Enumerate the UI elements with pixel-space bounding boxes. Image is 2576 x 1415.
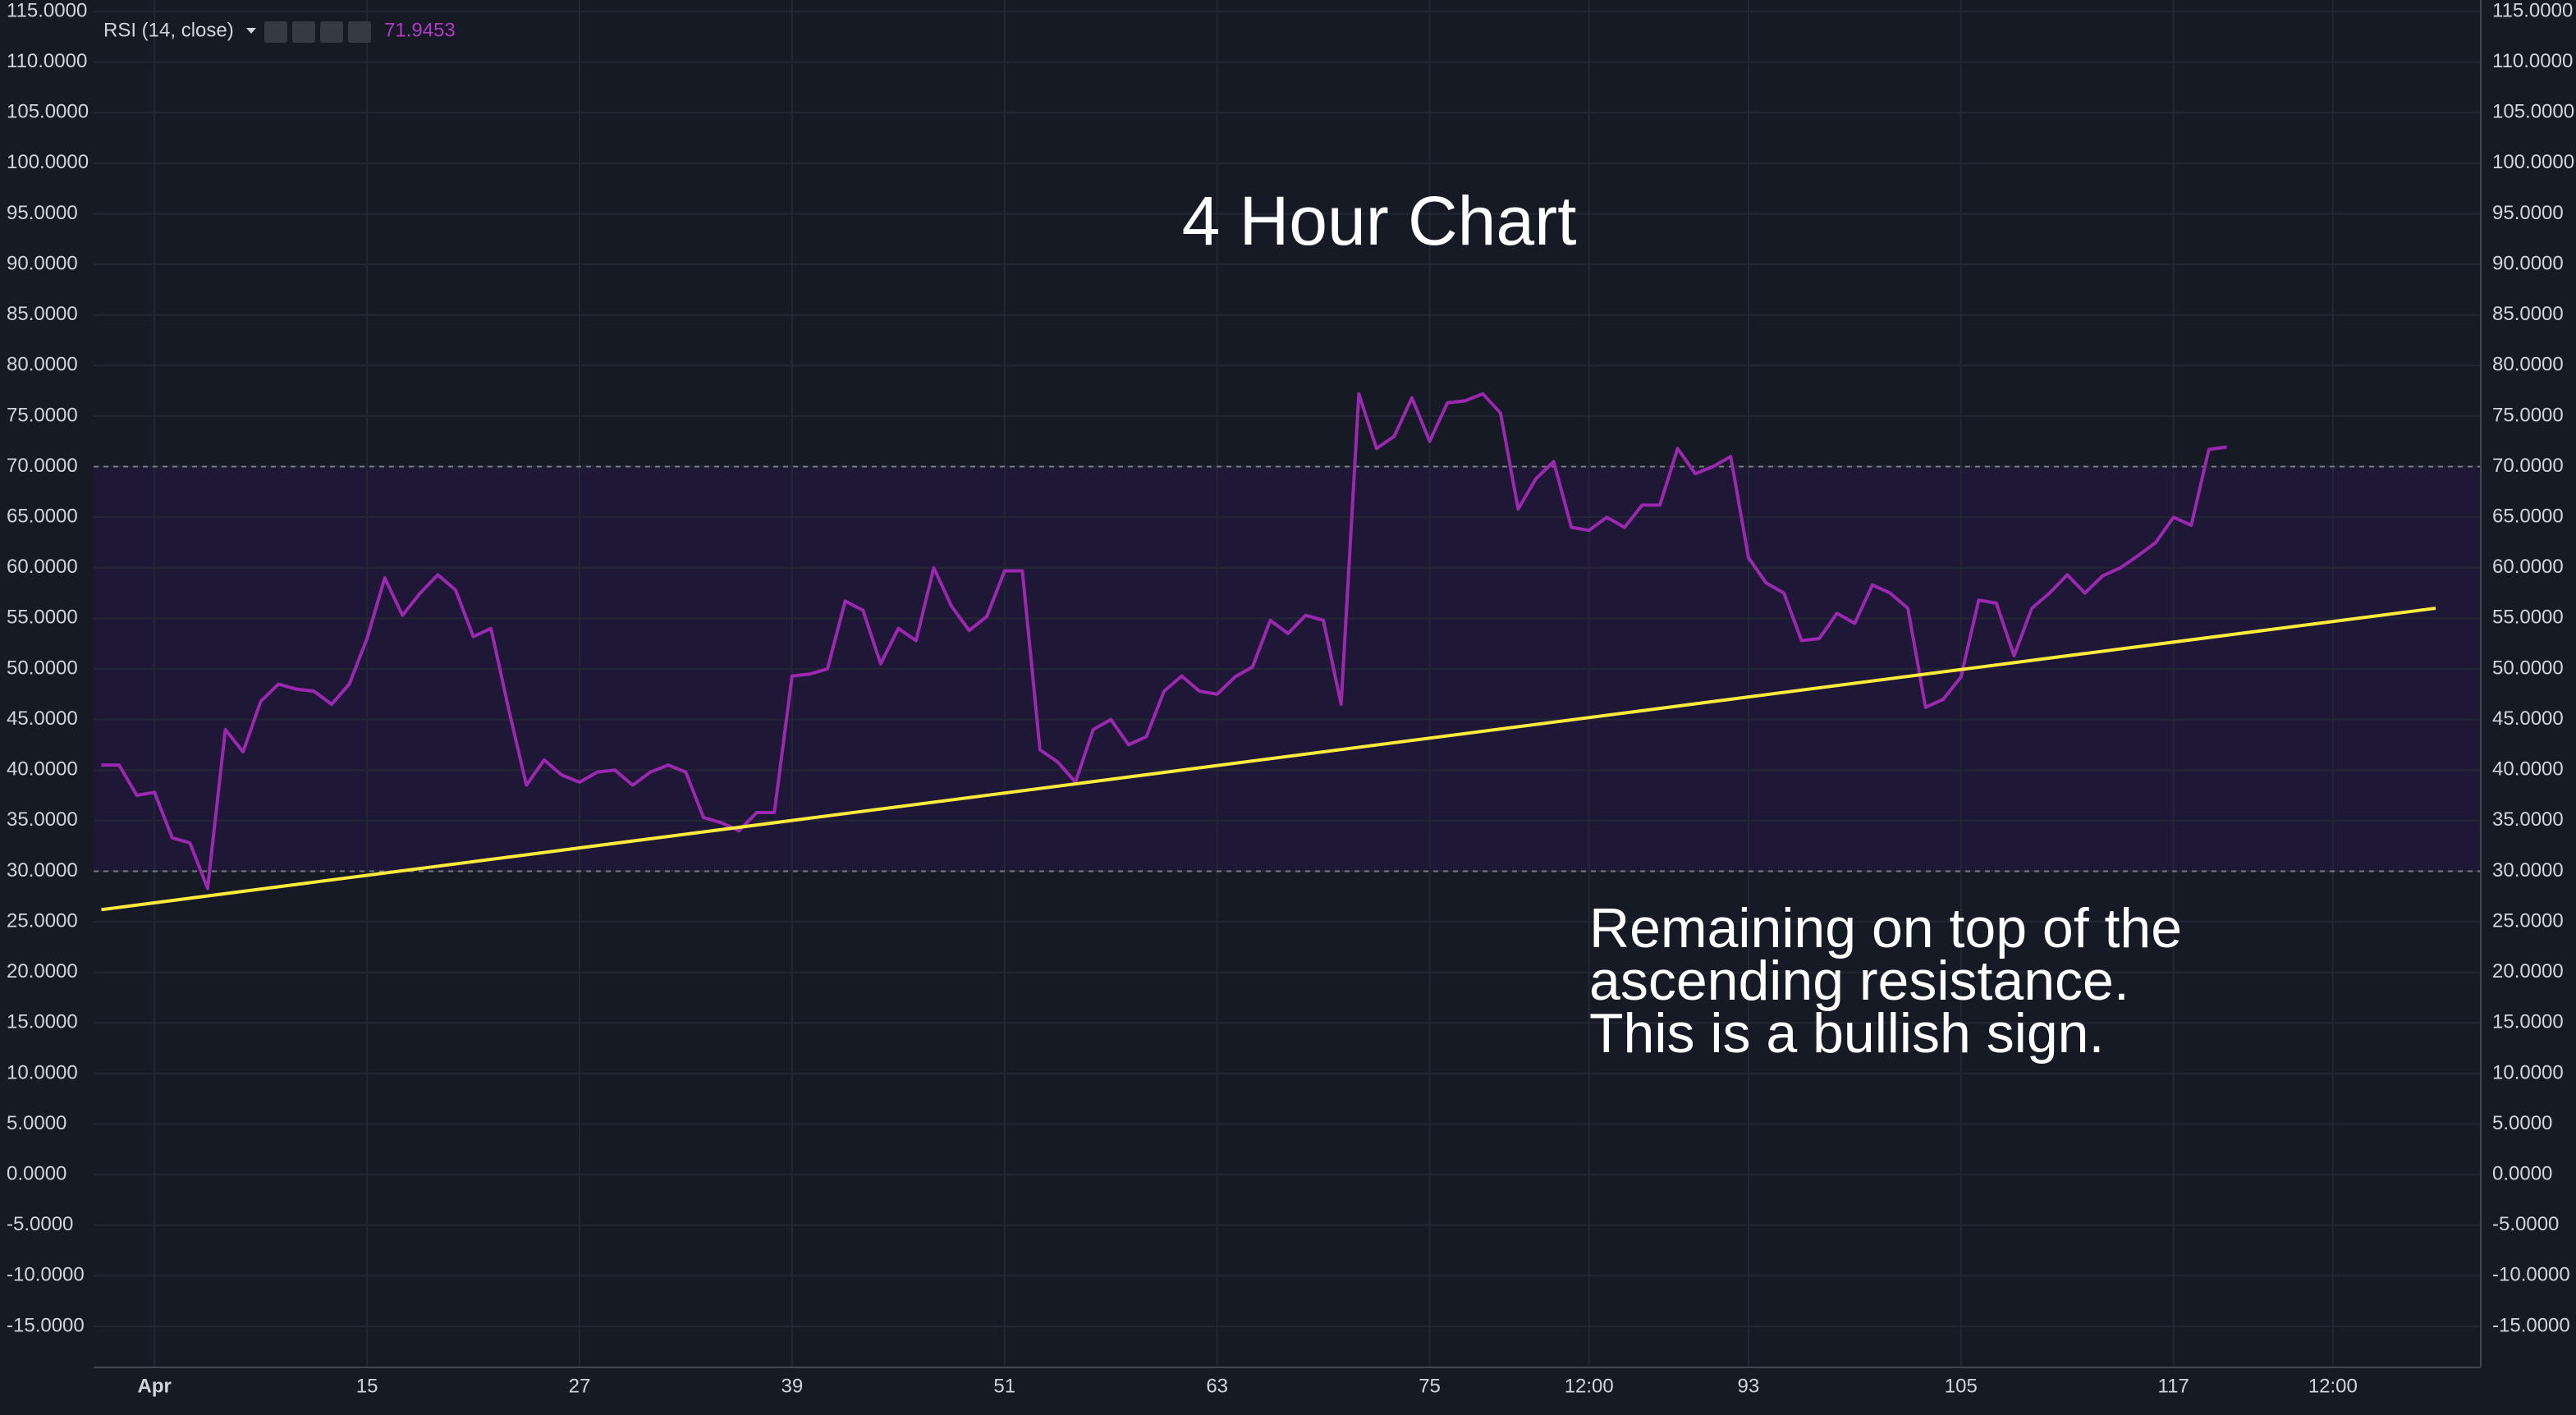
remove-button[interactable] bbox=[348, 21, 371, 43]
series-name: RSI (14, close) bbox=[103, 19, 234, 41]
x-tick-label: 63 bbox=[1206, 1375, 1228, 1397]
y-tick-label-right: -10.0000 bbox=[2492, 1264, 2570, 1286]
y-tick-label-right: 15.0000 bbox=[2492, 1011, 2564, 1033]
y-tick-label: 110.0000 bbox=[7, 50, 87, 72]
y-tick-label-right: -5.0000 bbox=[2492, 1213, 2559, 1235]
y-tick-label: 10.0000 bbox=[7, 1061, 78, 1083]
y-tick-label: 75.0000 bbox=[7, 404, 78, 426]
y-tick-label-right: 90.0000 bbox=[2492, 252, 2564, 274]
y-tick-label: 65.0000 bbox=[7, 505, 78, 527]
y-tick-label-right: 100.0000 bbox=[2492, 151, 2574, 173]
x-tick-label: 75 bbox=[1419, 1375, 1441, 1397]
y-tick-label: 45.0000 bbox=[7, 708, 78, 730]
y-tick-label-right: 95.0000 bbox=[2492, 202, 2564, 224]
y-tick-label-right: 30.0000 bbox=[2492, 859, 2564, 882]
y-tick-label-right: 25.0000 bbox=[2492, 909, 2564, 932]
y-tick-label: 40.0000 bbox=[7, 758, 78, 781]
annotation-line: This is a bullish sign. bbox=[1589, 1002, 2104, 1065]
last-value: 71.9453 bbox=[384, 19, 456, 41]
x-tick-label: 93 bbox=[1738, 1375, 1760, 1397]
y-tick-label-right: 50.0000 bbox=[2492, 657, 2564, 679]
y-tick-label-right: 80.0000 bbox=[2492, 354, 2564, 376]
plot-area bbox=[94, 0, 2481, 1367]
y-tick-label: -15.0000 bbox=[7, 1314, 85, 1336]
chart-title: 4 Hour Chart bbox=[1182, 182, 1577, 259]
y-tick-label-right: 105.0000 bbox=[2492, 101, 2574, 123]
y-tick-label-right: 60.0000 bbox=[2492, 556, 2564, 578]
y-tick-label-right: 5.0000 bbox=[2492, 1112, 2552, 1134]
y-tick-label-right: 20.0000 bbox=[2492, 960, 2564, 982]
y-tick-label-right: 45.0000 bbox=[2492, 708, 2564, 730]
y-tick-label: 55.0000 bbox=[7, 607, 78, 629]
y-tick-label: 15.0000 bbox=[7, 1011, 78, 1033]
y-tick-label: 0.0000 bbox=[7, 1162, 66, 1184]
x-tick-label: 12:00 bbox=[2308, 1375, 2358, 1397]
y-tick-label: -5.0000 bbox=[7, 1213, 73, 1235]
annotation-line: ascending resistance. bbox=[1589, 950, 2129, 1012]
y-tick-label: 30.0000 bbox=[7, 859, 78, 882]
y-tick-label: 115.0000 bbox=[7, 0, 87, 21]
x-tick-label: 27 bbox=[569, 1375, 591, 1397]
y-tick-label: 25.0000 bbox=[7, 909, 78, 932]
x-tick-label: 12:00 bbox=[1565, 1375, 1614, 1397]
y-tick-label-right: 35.0000 bbox=[2492, 808, 2564, 831]
y-tick-label-right: 70.0000 bbox=[2492, 455, 2564, 477]
y-tick-label: 60.0000 bbox=[7, 556, 78, 578]
y-tick-label-right: 115.0000 bbox=[2492, 0, 2573, 21]
x-tick-label: 39 bbox=[782, 1375, 804, 1397]
y-tick-label: 100.0000 bbox=[7, 151, 89, 173]
y-tick-label-right: 55.0000 bbox=[2492, 607, 2564, 629]
y-tick-label-right: 110.0000 bbox=[2492, 50, 2573, 72]
y-tick-label-right: 65.0000 bbox=[2492, 505, 2564, 527]
y-tick-label-right: -15.0000 bbox=[2492, 1314, 2570, 1336]
x-tick-label: 51 bbox=[993, 1375, 1015, 1397]
trendline bbox=[101, 607, 2436, 912]
y-tick-label: 95.0000 bbox=[7, 202, 78, 224]
y-tick-label-right: 0.0000 bbox=[2492, 1162, 2552, 1184]
x-tick-label: Apr bbox=[138, 1375, 172, 1397]
y-tick-label: 5.0000 bbox=[7, 1112, 66, 1134]
y-tick-label-right: 10.0000 bbox=[2492, 1061, 2564, 1083]
visibility-button[interactable] bbox=[264, 21, 287, 43]
y-tick-label: 50.0000 bbox=[7, 657, 78, 679]
y-tick-label: 105.0000 bbox=[7, 101, 89, 123]
y-tick-label: -10.0000 bbox=[7, 1264, 85, 1286]
x-tick-label: 117 bbox=[2158, 1375, 2189, 1397]
y-tick-label: 20.0000 bbox=[7, 960, 78, 982]
y-tick-label: 90.0000 bbox=[7, 252, 78, 274]
add-button[interactable] bbox=[320, 21, 343, 43]
y-tick-label-right: 85.0000 bbox=[2492, 303, 2564, 325]
settings-button[interactable] bbox=[292, 21, 315, 43]
y-tick-label: 80.0000 bbox=[7, 354, 78, 376]
y-tick-label-right: 75.0000 bbox=[2492, 404, 2564, 426]
y-tick-label: 85.0000 bbox=[7, 303, 78, 325]
dropdown-icon[interactable] bbox=[246, 28, 256, 34]
y-tick-label-right: 40.0000 bbox=[2492, 758, 2564, 781]
x-tick-label: 15 bbox=[356, 1375, 378, 1397]
rsi-line bbox=[101, 392, 2227, 891]
x-tick-label: 105 bbox=[1945, 1375, 1978, 1397]
annotation-line: Remaining on top of the bbox=[1589, 897, 2182, 959]
y-tick-label: 35.0000 bbox=[7, 808, 78, 831]
y-tick-label: 70.0000 bbox=[7, 455, 78, 477]
